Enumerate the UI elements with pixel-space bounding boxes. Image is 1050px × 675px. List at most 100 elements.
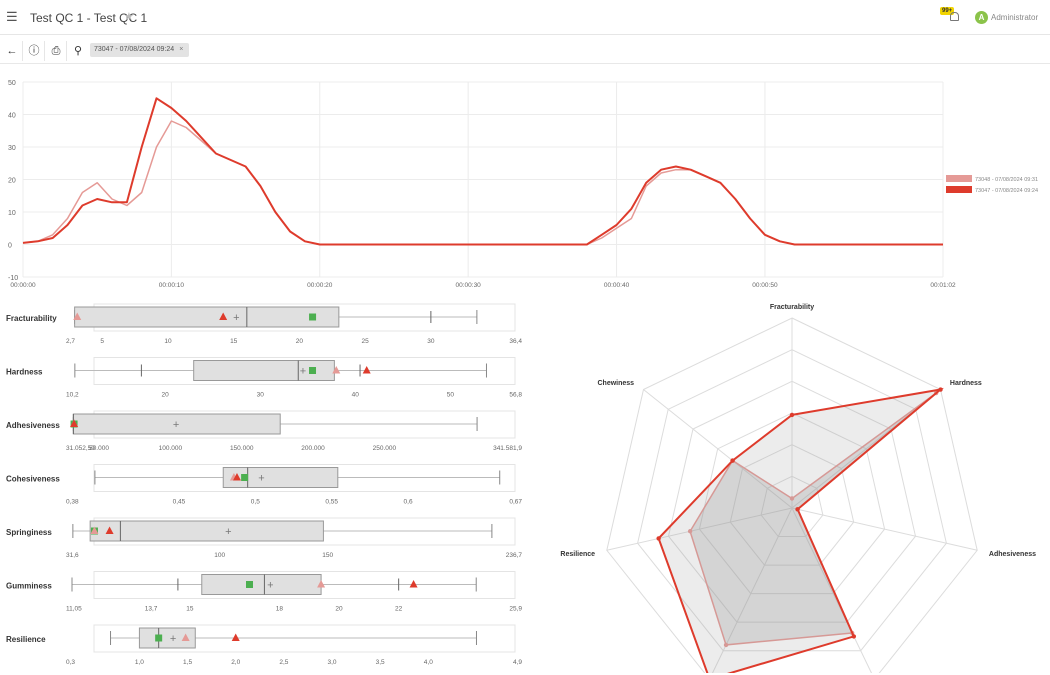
axis-tick-label: 341.581,9 (493, 445, 522, 452)
interquartile-box (222, 467, 339, 488)
toolbar: ← ⓘ ⎙ ⚲ 73047 - 07/08/2024 09:24 × (0, 39, 1050, 64)
favorite-star-icon[interactable]: ★ (124, 11, 134, 23)
axis-tick-label: 100.000 (159, 445, 183, 452)
axis-tick-label: 236,7 (506, 552, 523, 559)
radar-point (789, 412, 795, 418)
app-header: ☰ Test QC 1 - Test QC 1 ★ 99+ A Administ… (0, 0, 1050, 35)
axis-tick-label: 0,6 (404, 499, 413, 506)
sample-square-marker (309, 367, 317, 374)
sample-triangle-dark (231, 633, 240, 641)
mean-cross: + (170, 633, 176, 645)
search-icon[interactable]: ⚲ (73, 45, 83, 57)
y-tick-label: 20 (8, 178, 16, 185)
sample-triangle-dark (105, 526, 114, 534)
metric-label: Resilience (6, 635, 46, 644)
axis-tick-label: 3,0 (327, 659, 336, 666)
box-plot-frame (93, 464, 516, 492)
radar-chart: FracturabilityHardnessAdhesivenessCohesi… (560, 304, 1036, 673)
axis-tick-label: 0,55 (325, 499, 338, 506)
sample-triangle-dark (70, 419, 79, 427)
axis-tick-label: 30 (257, 392, 265, 399)
axis-tick-label: 13,7 (145, 606, 158, 613)
info-icon[interactable]: ⓘ (24, 41, 45, 61)
radar-axis-label: Resilience (560, 551, 595, 558)
axis-tick-label: 20 (162, 392, 170, 399)
axis-tick-label: 40 (352, 392, 360, 399)
sample-triangle-light (90, 526, 99, 534)
radar-spoke (643, 389, 793, 509)
mean-cross: + (173, 419, 179, 431)
interquartile-box (201, 574, 322, 595)
x-tick-label: 00:00:10 (159, 282, 185, 289)
axis-tick-label: 250.000 (373, 445, 397, 452)
filter-chip[interactable]: 73047 - 07/08/2024 09:24 × (90, 43, 190, 57)
close-icon[interactable]: × (179, 46, 184, 53)
y-tick-label: -10 (8, 275, 18, 282)
metric-label: Gumminess (6, 582, 52, 591)
axis-tick-label: 50.000 (89, 445, 109, 452)
page-title: Test QC 1 - Test QC 1 (30, 11, 148, 25)
axis-tick-label: 15 (230, 338, 238, 345)
y-tick-label: 10 (8, 210, 16, 217)
radar-axis-label: Hardness (950, 380, 982, 387)
radar-spoke (711, 507, 793, 673)
axis-tick-label: 100 (214, 552, 225, 559)
radar-spoke (791, 507, 873, 673)
axis-tick-label: 15 (186, 606, 194, 613)
user-name[interactable]: Administrator (991, 13, 1039, 22)
series-line-1 (22, 120, 943, 246)
axis-tick-label: 0,45 (173, 499, 186, 506)
radar-spoke (791, 507, 978, 551)
y-tick-label: 0 (8, 243, 12, 250)
axis-tick-label: 0,67 (509, 499, 522, 506)
axis-tick-label: 2,5 (279, 659, 288, 666)
sample-square-marker (245, 581, 253, 588)
x-tick-label: 00:00:30 (456, 282, 482, 289)
radar-point (723, 642, 729, 648)
axis-tick-label: 20 (296, 338, 304, 345)
interquartile-box (138, 627, 196, 649)
axis-tick-label: 25,9 (509, 606, 522, 613)
radar-grid-ring (637, 349, 947, 652)
radar-axis-label: Chewiness (597, 380, 634, 387)
radar-point (938, 387, 943, 392)
axis-tick-label: 2,0 (231, 659, 240, 666)
axis-tick-label: 11,05 (66, 606, 82, 613)
axis-tick-label: 31,6 (66, 552, 79, 559)
metric-label: Cohesiveness (6, 475, 60, 484)
axis-tick-label: 200.000 (301, 445, 325, 452)
notifications-button[interactable]: 99+ (940, 7, 960, 21)
radar-grid-ring (698, 412, 886, 595)
radar-axis-label: Fracturability (770, 304, 814, 311)
x-tick-label: 00:00:50 (752, 282, 778, 289)
sample-triangle-light (317, 580, 326, 588)
radar-point (851, 634, 857, 639)
radar-series-2 (657, 387, 944, 673)
x-tick-label: 00:00:20 (307, 282, 333, 289)
sample-triangle-light (332, 366, 341, 374)
radar-grid-ring (667, 380, 917, 623)
radar-point (687, 529, 693, 534)
axis-tick-label: 0,38 (66, 499, 79, 506)
axis-tick-label: 1,0 (135, 659, 144, 666)
back-arrow-icon[interactable]: ← (2, 41, 23, 61)
axis-tick-label: 0,3 (66, 659, 75, 666)
y-tick-label: 30 (8, 145, 16, 152)
print-icon[interactable]: ⎙ (46, 41, 67, 61)
interquartile-box (89, 520, 324, 542)
axis-tick-label: 150.000 (230, 445, 254, 452)
metric-label: Springiness (6, 528, 52, 537)
sample-triangle-light (181, 633, 190, 641)
x-tick-label: 00:00:00 (10, 282, 36, 289)
hamburger-menu-icon[interactable]: ☰ (6, 9, 18, 24)
radar-axis-label: Adhesiveness (989, 551, 1036, 558)
interquartile-box (74, 306, 340, 328)
avatar[interactable]: A (975, 11, 988, 24)
axis-tick-label: 4,9 (513, 659, 522, 666)
box-plot-frame (93, 624, 516, 653)
radar-point (730, 458, 735, 463)
mean-cross: + (225, 526, 231, 538)
mean-cross: + (233, 312, 239, 324)
sample-triangle-light (73, 312, 82, 320)
